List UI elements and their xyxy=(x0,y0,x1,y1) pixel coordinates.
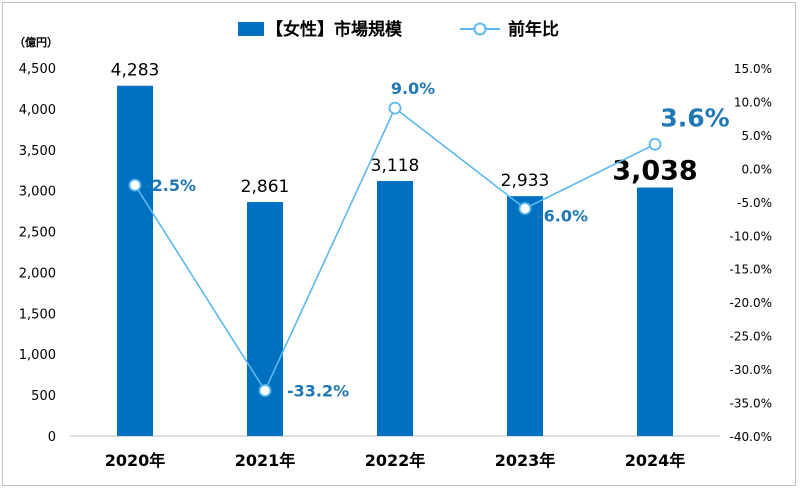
y-right-tick-label: 0.0% xyxy=(742,162,773,176)
y-right-tick-label: -5.0% xyxy=(737,196,772,210)
bar xyxy=(507,196,543,436)
y-right-tick-label: -40.0% xyxy=(730,430,772,444)
y-left-tick-label: 3,500 xyxy=(19,144,56,159)
y-right-tick-label: -10.0% xyxy=(730,229,772,243)
y-right-tick-label: -35.0% xyxy=(730,397,772,411)
y-left-tick-label: 0 xyxy=(48,430,56,445)
y-left-tick-label: 1,000 xyxy=(19,348,56,363)
bar-labels: 4,283 2,861 3,118 2,933 3,038 xyxy=(111,61,698,197)
bar-value-label: 3,118 xyxy=(371,156,420,176)
bar xyxy=(117,85,153,436)
y-right-tick-label: -20.0% xyxy=(730,296,772,310)
line-value-label: -33.2% xyxy=(287,382,349,401)
legend: 【女性】市場規模 前年比 xyxy=(238,19,559,40)
line-point xyxy=(648,137,662,151)
y-left-tick-label: 2,000 xyxy=(19,266,56,281)
x-tick-label: 2020年 xyxy=(105,451,166,470)
bar xyxy=(637,187,673,436)
y-left-unit: （億円） xyxy=(14,35,58,49)
bar-value-label: 2,933 xyxy=(501,171,550,191)
bar xyxy=(247,202,283,436)
y-right-tick-label: -15.0% xyxy=(730,263,772,277)
line-value-label: 9.0% xyxy=(391,79,435,98)
x-tick-label: 2021年 xyxy=(235,451,296,470)
line-series: -2.5% -33.2% 9.0% -6.0% 3.6% xyxy=(128,79,730,401)
legend-bar-label: 【女性】市場規模 xyxy=(266,19,403,40)
legend-line-marker xyxy=(473,22,487,36)
bar xyxy=(377,181,413,436)
x-tick-label: 2022年 xyxy=(365,451,426,470)
y-right-tick-label: 10.0% xyxy=(734,95,772,109)
legend-bar-swatch xyxy=(238,22,264,36)
y-left-tick-label: 3,000 xyxy=(19,185,56,200)
bar-value-label: 2,861 xyxy=(241,177,290,197)
line-point xyxy=(258,384,272,397)
y-left-tick-label: 4,500 xyxy=(19,62,56,77)
bar-value-label: 3,038 xyxy=(612,156,697,187)
y-left-tick-label: 4,000 xyxy=(19,103,56,118)
y-right-tick-label: 5.0% xyxy=(742,129,773,143)
y-right-tick-label: -25.0% xyxy=(730,330,772,344)
bar-value-label: 4,283 xyxy=(111,61,160,81)
line-value-label: -6.0% xyxy=(537,207,588,226)
line-value-label: 3.6% xyxy=(660,103,729,132)
y-right-tick-label: -30.0% xyxy=(730,363,772,377)
y-right-tick-label: 15.0% xyxy=(734,62,772,76)
bars xyxy=(117,85,673,436)
y-left-ticks: 0 500 1,000 1,500 2,000 2,500 3,000 3,500 4,000 4… xyxy=(19,62,56,445)
legend-line-label: 前年比 xyxy=(508,19,559,40)
y-left-tick-label: 2,500 xyxy=(19,226,56,241)
line-value-label: -2.5% xyxy=(145,176,196,195)
y-left-tick-label: 500 xyxy=(31,389,56,404)
line-point xyxy=(518,202,532,215)
line-point xyxy=(128,178,142,192)
x-tick-label: 2024年 xyxy=(625,451,686,470)
x-tick-label: 2023年 xyxy=(495,451,556,470)
x-tick-labels: 2020年 2021年 2022年 2023年 2024年 xyxy=(105,451,686,470)
y-left-tick-label: 1,500 xyxy=(19,307,56,322)
y-right-ticks: -40.0% -35.0% -30.0% -25.0% -20.0% -15.0% -10.… xyxy=(730,62,772,444)
line-point xyxy=(388,101,402,115)
